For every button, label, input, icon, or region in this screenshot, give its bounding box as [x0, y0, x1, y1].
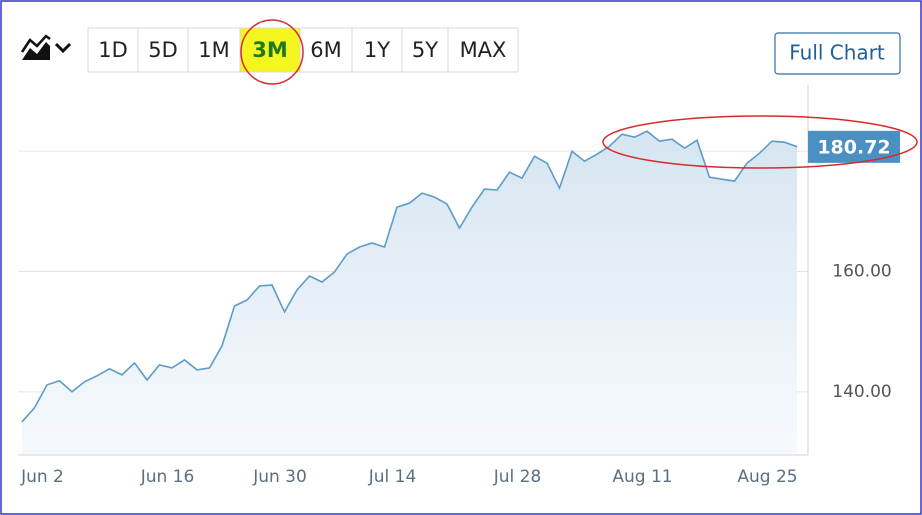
- chart-type-menu[interactable]: [20, 34, 72, 60]
- annotation-circle: [240, 19, 304, 85]
- range-button[interactable]: 1D: [87, 27, 139, 73]
- chart-icon-line: [20, 34, 51, 53]
- x-tick-label: Aug 11: [612, 467, 672, 487]
- range-button-bg: [187, 27, 241, 73]
- range-button-label: 6M: [310, 38, 341, 62]
- range-button-bg: [87, 27, 139, 73]
- y-tick-label: 160.00: [832, 262, 891, 282]
- x-tick-label: Aug 25: [737, 467, 797, 487]
- range-button[interactable]: 6M: [299, 27, 353, 73]
- x-tick-label: Jun 16: [140, 467, 195, 487]
- y-tick-label: 140.00: [832, 382, 891, 402]
- x-tick-label: Jul 28: [493, 467, 542, 487]
- range-button[interactable]: 3M: [239, 27, 301, 73]
- range-button-label: 5D: [148, 38, 178, 62]
- chart-icon: [22, 42, 50, 60]
- range-button-label: 1Y: [364, 38, 390, 62]
- range-button-label: MAX: [460, 38, 507, 62]
- range-button-label: 1D: [98, 38, 128, 62]
- price-line: [21, 130, 798, 423]
- range-button-bg: [239, 27, 301, 73]
- range-button[interactable]: 5Y: [401, 27, 449, 73]
- range-button[interactable]: 1Y: [351, 27, 403, 73]
- range-button[interactable]: 5D: [137, 27, 189, 73]
- annotation-ellipse: [602, 115, 918, 169]
- range-button-bg: [299, 27, 353, 73]
- range-button-label: 1M: [198, 38, 229, 62]
- x-tick-label: Jun 2: [20, 467, 64, 487]
- x-tick-label: Jul 14: [368, 467, 417, 487]
- last-price-label: 180.72: [817, 136, 890, 158]
- range-button-bg: [447, 27, 519, 73]
- area: [22, 131, 797, 455]
- full-chart-button[interactable]: [774, 32, 901, 75]
- range-button-label: 3M: [252, 38, 288, 62]
- range-button[interactable]: 1M: [187, 27, 241, 73]
- x-tick-label: Jun 30: [252, 467, 307, 487]
- range-button-label: 5Y: [412, 38, 438, 62]
- range-button-bg: [137, 27, 189, 73]
- full-chart-label: Full Chart: [789, 41, 885, 65]
- range-button-bg: [351, 27, 403, 73]
- chevron: [54, 42, 72, 54]
- range-button[interactable]: MAX: [447, 27, 519, 73]
